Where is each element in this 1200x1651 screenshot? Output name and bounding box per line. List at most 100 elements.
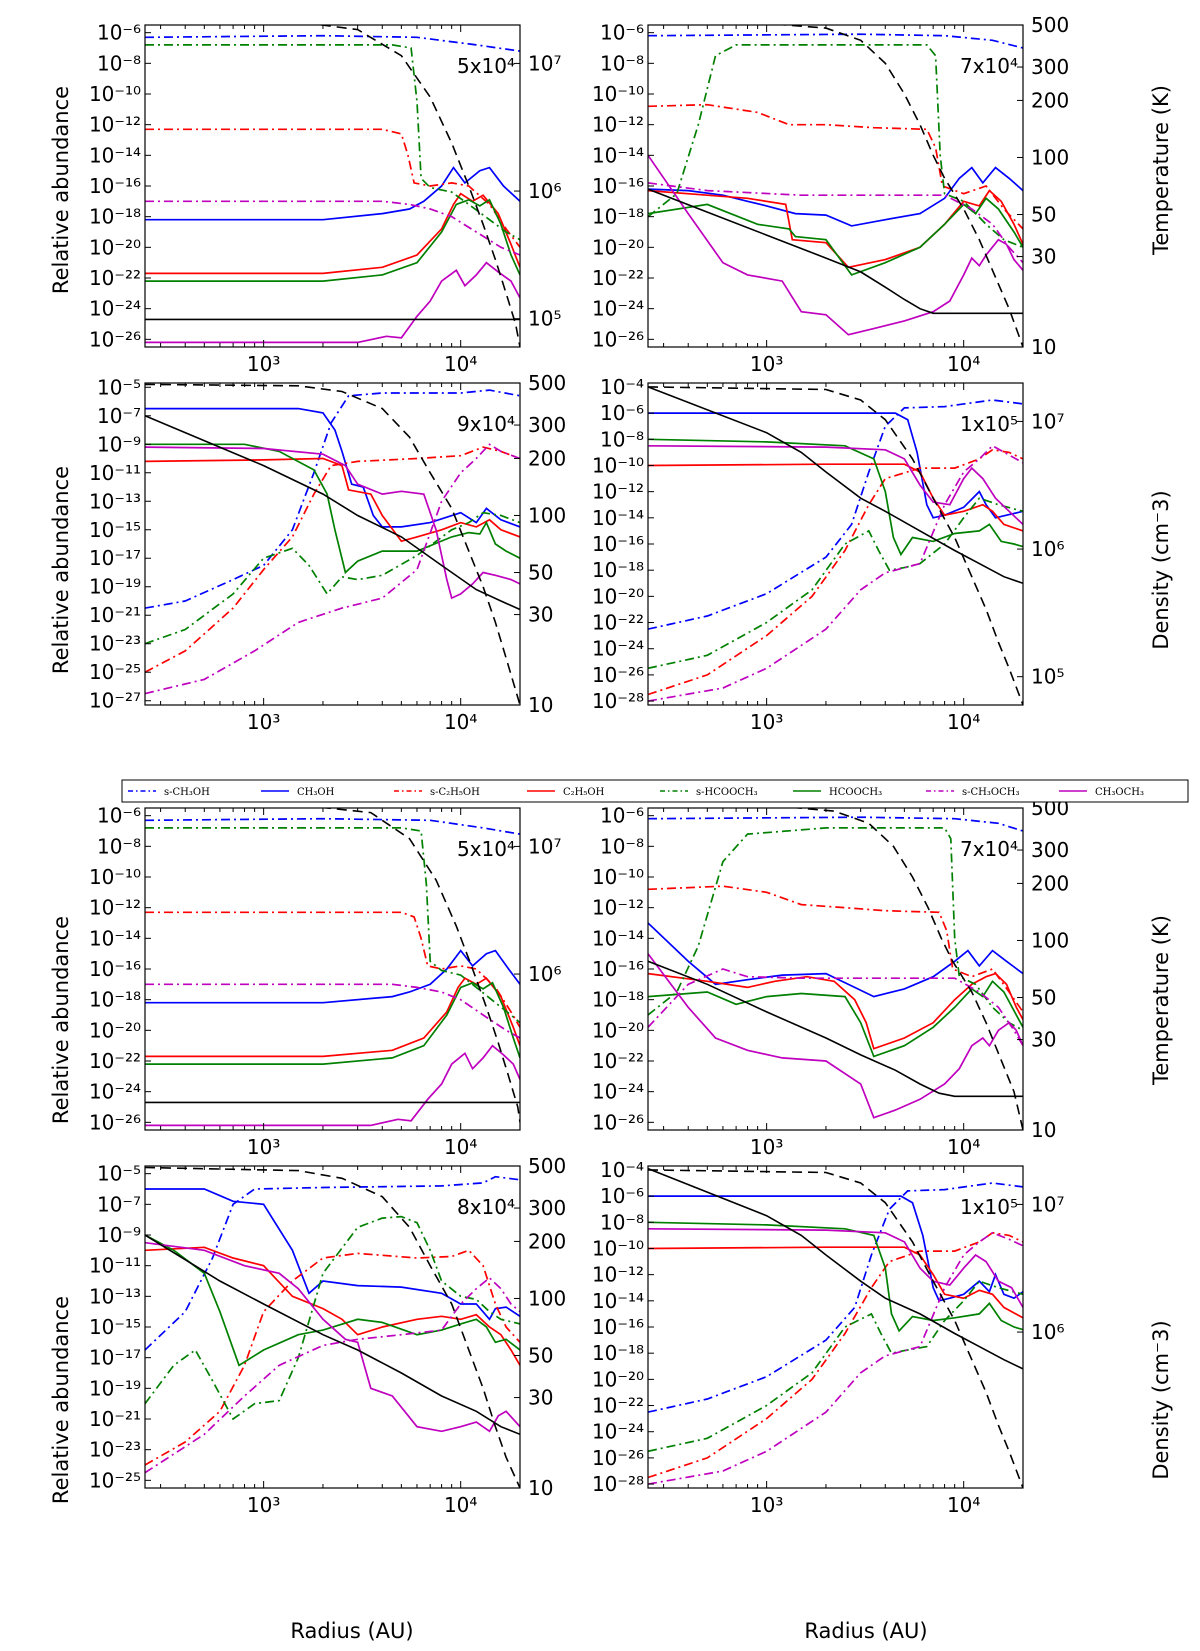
panel-annotation: 9x10⁴	[457, 412, 515, 436]
ytick-label: 10⁻²²	[592, 1394, 644, 1418]
rtick-label: 10⁶	[528, 179, 561, 203]
xtick-label: 10³	[750, 710, 783, 734]
series-s-c2h5oh	[145, 128, 520, 248]
series-temperature	[145, 415, 520, 611]
series-c2h5oh	[145, 977, 520, 1058]
ylabel-top-left: Relative abundance	[49, 86, 73, 294]
series-hcooch3	[648, 979, 1023, 1058]
ytick-label: 10⁻⁶	[600, 804, 644, 828]
legend-entry: s-HCOOCH₃	[660, 787, 758, 798]
ytick-label: 10⁻²²	[592, 266, 644, 290]
series-s-ch3oh	[648, 1182, 1023, 1413]
ytick-label: 10⁻²⁴	[592, 637, 644, 661]
xtick-label: 10⁴	[947, 1135, 980, 1159]
series-hcooch3	[648, 1221, 1023, 1333]
ytick-label: 10⁻¹⁸	[89, 205, 141, 229]
ytick-label: 10⁻⁸	[97, 834, 141, 858]
ytick-label: 10⁻²²	[592, 611, 644, 635]
legend: s-CH₃OH CH₃OH s-C₂H₅OH C₂H₅OH s-HCOOCH₃ HCOOC…	[121, 779, 1189, 803]
ytick-label: 10⁻¹⁸	[89, 988, 141, 1012]
series-temperature	[648, 1167, 1023, 1370]
rtick-label: 30	[1031, 1028, 1056, 1052]
series-hcooch3	[648, 438, 1023, 557]
ytick-label: 10⁻²⁰	[89, 235, 141, 259]
xtick-label: 10³	[750, 352, 783, 376]
series-s-hcooch3	[648, 497, 1023, 670]
ytick-label: 10⁻¹⁷	[89, 546, 141, 570]
rtick-label: 10⁶	[1031, 537, 1064, 561]
xtick-label: 10³	[750, 1493, 783, 1517]
ytick-label: 10⁻²⁴	[89, 1080, 141, 1104]
ytick-label: 10⁻¹⁴	[89, 926, 141, 950]
series-ch3och3	[145, 261, 520, 344]
series-ch3oh	[648, 922, 1023, 998]
series-c2h5oh	[648, 463, 1023, 532]
panel-annotation: 1x10⁵	[960, 1195, 1018, 1219]
rtick-label: 50	[528, 561, 553, 585]
xtick-label: 10⁴	[444, 1135, 477, 1159]
rtick-label: 10	[1031, 335, 1056, 359]
xtick-label: 10³	[750, 1135, 783, 1159]
series-ch3oh	[145, 949, 520, 1004]
series-s-ch3oh	[648, 33, 1023, 49]
ytick-label: 10⁻¹⁴	[592, 143, 644, 167]
series-s-ch3oh	[145, 817, 520, 835]
xlabel-right: Radius (AU)	[804, 1619, 927, 1643]
legend-label: C₂H₅OH	[563, 787, 605, 798]
xtick-label: 10⁴	[444, 710, 477, 734]
ytick-label: 10⁻⁹	[97, 1223, 141, 1247]
xtick-label: 10³	[247, 352, 280, 376]
ytick-label: 10⁻²³	[89, 1438, 141, 1462]
series-group	[145, 25, 520, 347]
ytick-label: 10⁻²²	[592, 1049, 644, 1073]
series-s-c2h5oh	[145, 911, 520, 1028]
rtick-label: 200	[528, 446, 566, 470]
series-ch3och3	[648, 444, 1023, 526]
ytick-label: 10⁻²⁷	[89, 689, 141, 713]
ylabel-density-bottom: Density (cm⁻3)	[1149, 1320, 1173, 1479]
series-group	[145, 383, 520, 705]
ytick-label: 10⁻²⁶	[592, 327, 644, 351]
ytick-label: 10⁻¹⁰	[592, 453, 644, 477]
xtick-label: 10⁴	[444, 1493, 477, 1517]
rtick-label: 500	[528, 371, 566, 395]
ytick-label: 10⁻²⁰	[592, 584, 644, 608]
chart-panel-5: 10⁻²⁶ 10⁻²⁴ 10⁻²² 10⁻²⁰ 10⁻¹⁸ 10⁻¹⁶ 10⁻¹⁴ 10⁻¹²…	[89, 804, 562, 1159]
series-s-c2h5oh	[145, 1249, 520, 1466]
ytick-label: 10⁻¹⁰	[89, 82, 141, 106]
panel-annotation: 7x10⁴	[960, 837, 1018, 861]
series-s-hcooch3	[145, 1215, 520, 1421]
ytick-label: 10⁻²¹	[89, 603, 141, 627]
rtick-label: 200	[1031, 871, 1069, 895]
series-ch3oh	[145, 166, 520, 221]
ytick-label: 10⁻²²	[89, 1049, 141, 1073]
xtick-label: 10⁴	[947, 1493, 980, 1517]
ytick-label: 10⁻¹⁶	[592, 174, 644, 198]
ytick-label: 10⁻⁴	[600, 1158, 644, 1182]
ytick-label: 10⁻²⁰	[592, 1367, 644, 1391]
legend-entry: CH₃OH	[261, 787, 335, 798]
ytick-label: 10⁻⁶	[97, 21, 141, 45]
series-density	[790, 808, 1023, 1130]
ytick-label: 10⁻²⁴	[592, 1080, 644, 1104]
ytick-label: 10⁻⁸	[600, 834, 644, 858]
ytick-label: 10⁻²⁴	[89, 297, 141, 321]
ytick-label: 10⁻²⁶	[592, 1446, 644, 1470]
ytick-label: 10⁻¹⁴	[592, 1289, 644, 1313]
legend-entry: C₂H₅OH	[527, 787, 605, 798]
rtick-label: 10	[1031, 1118, 1056, 1142]
series-temperature	[145, 1234, 520, 1436]
ylabel-temperature-top: Temperature (K)	[1149, 85, 1173, 256]
chart-panel-2: 10⁻²⁶ 10⁻²⁴ 10⁻²² 10⁻²⁰ 10⁻¹⁸ 10⁻¹⁶ 10⁻¹⁴ 10⁻¹²…	[592, 13, 1069, 376]
series-s-ch3oh	[145, 34, 520, 52]
series-s-ch3oh	[145, 1175, 520, 1351]
ytick-label: 10⁻⁸	[600, 1210, 644, 1234]
rtick-label: 10⁷	[528, 51, 561, 75]
rtick-label: 10⁷	[1031, 1192, 1064, 1216]
ytick-label: 10⁻²³	[89, 632, 141, 656]
series-c2h5oh	[145, 457, 520, 543]
panel-annotation: 7x10⁴	[960, 54, 1018, 78]
rtick-label: 10⁷	[1031, 409, 1064, 433]
ylabel-mid-left: Relative abundance	[49, 466, 73, 674]
